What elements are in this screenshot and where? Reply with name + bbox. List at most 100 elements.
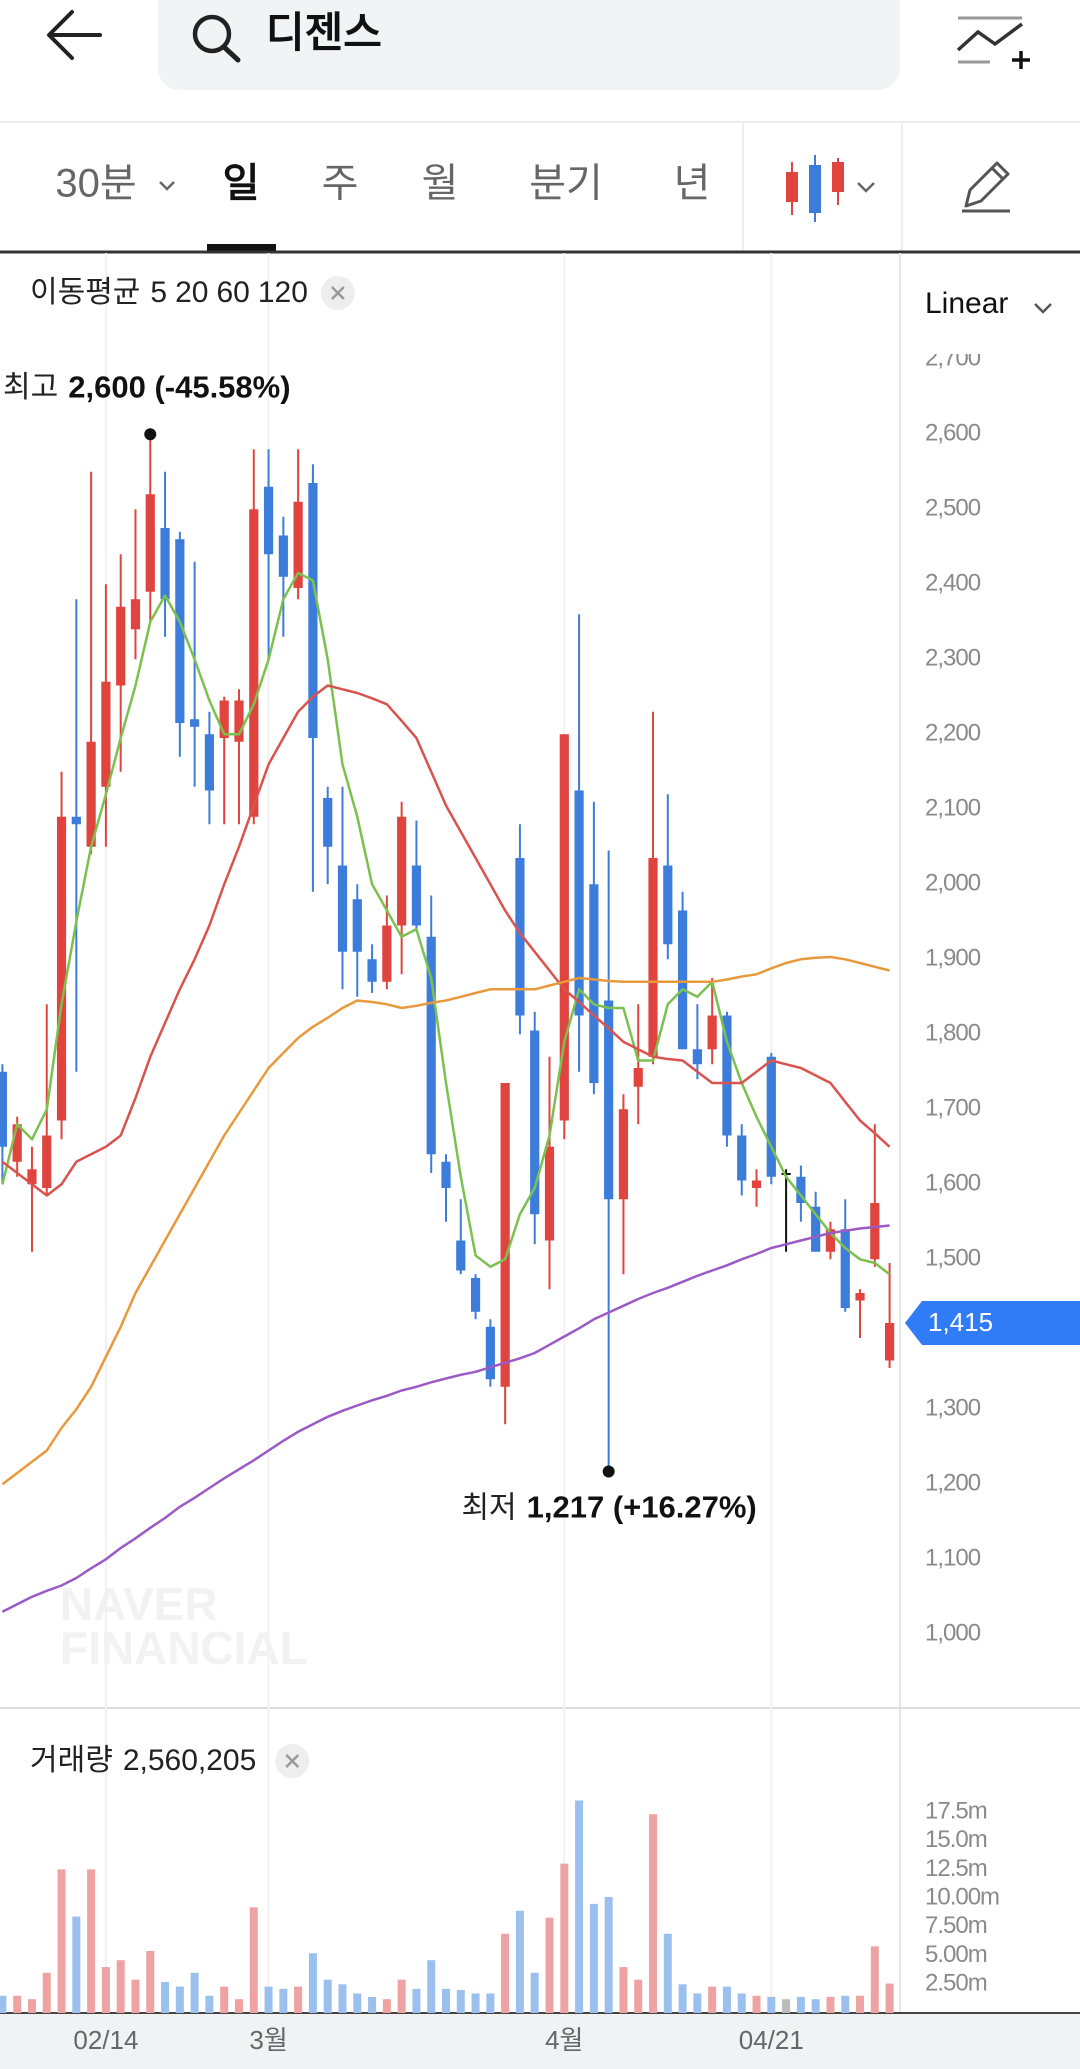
volume-bar bbox=[649, 1814, 658, 2013]
legend-value: 2,560,205 bbox=[123, 1744, 256, 1777]
y-tick-label: 2,300 bbox=[925, 645, 981, 672]
volume-bar bbox=[545, 1917, 554, 2013]
header: 디젠스 bbox=[0, 0, 1080, 123]
tab[interactable]: 30분 bbox=[55, 162, 136, 206]
back-button[interactable] bbox=[47, 10, 102, 60]
candle-body bbox=[692, 1049, 702, 1065]
search-icon bbox=[192, 14, 232, 54]
legend-title: 거래량 bbox=[30, 1744, 113, 1777]
candle-body bbox=[544, 1146, 555, 1241]
annotation-label: 최저 bbox=[461, 1491, 516, 1524]
volume-bar bbox=[486, 1993, 495, 2013]
volume-bar bbox=[708, 1986, 717, 2013]
volume-bar bbox=[42, 1972, 51, 2013]
candle-body bbox=[456, 1240, 466, 1271]
volume-bar bbox=[205, 1995, 214, 2013]
volume-bar bbox=[338, 1984, 347, 2013]
volume-bar bbox=[220, 1986, 229, 2013]
extreme-marker bbox=[144, 428, 157, 441]
overlay: 이동평균 5 20 60 120 최고 2,600 (-45.58%) 최저 1,217 (+1… bbox=[3, 276, 1080, 1778]
volume-bar bbox=[471, 1993, 480, 2013]
candle-body bbox=[86, 741, 96, 847]
volume-bar bbox=[767, 1996, 776, 2013]
y-tick-label: 1,900 bbox=[925, 945, 981, 972]
volume-bar bbox=[589, 1903, 598, 2013]
candle-body bbox=[101, 681, 111, 787]
close-icon bbox=[285, 1754, 300, 1768]
candle-body bbox=[130, 599, 141, 630]
y-tick-label: 2,600 bbox=[925, 420, 981, 447]
volume-bar bbox=[841, 1995, 850, 2013]
volume-bar bbox=[826, 1996, 835, 2013]
tab[interactable]: 분기 bbox=[529, 162, 603, 206]
volume-bar bbox=[190, 1972, 199, 2013]
candle-body bbox=[426, 936, 436, 1155]
volume-bar bbox=[412, 1988, 421, 2013]
candle-body bbox=[707, 1015, 717, 1050]
volume-bar bbox=[501, 1933, 510, 2013]
active-tab-indicator bbox=[207, 244, 276, 252]
scale-selector[interactable]: Linear bbox=[925, 287, 1008, 320]
volume-bar bbox=[0, 1995, 7, 2013]
candle-body bbox=[56, 816, 67, 1121]
volume-bar bbox=[323, 1979, 332, 2013]
volume-bar bbox=[856, 1995, 865, 2013]
dropdown-icon bbox=[1034, 303, 1052, 314]
y-tick-label: 10.00m bbox=[925, 1883, 999, 1910]
candle-body bbox=[308, 483, 318, 738]
volume-bar bbox=[693, 1993, 702, 2013]
volume-bar bbox=[101, 1967, 110, 2013]
search-box[interactable] bbox=[158, 0, 900, 90]
dropdown-icon bbox=[159, 181, 175, 191]
tab[interactable]: 주 bbox=[322, 162, 359, 206]
tab[interactable]: 년 bbox=[674, 162, 711, 206]
volume-bar bbox=[619, 1967, 628, 2013]
legend-entry: 5 bbox=[150, 276, 167, 309]
candle-body bbox=[885, 1323, 895, 1361]
tab[interactable]: 월 bbox=[422, 162, 459, 206]
draw-button[interactable] bbox=[962, 161, 1010, 213]
tab[interactable]: 일 bbox=[223, 162, 260, 206]
candle-body bbox=[27, 1169, 37, 1185]
y-tick-label: 1,700 bbox=[925, 1095, 981, 1122]
volume-bar bbox=[663, 1933, 672, 2013]
y-tick-label: 1,500 bbox=[925, 1245, 981, 1272]
candle-body bbox=[0, 1071, 7, 1147]
volume-bar bbox=[604, 1896, 613, 2013]
x-tick-label: 04/21 bbox=[739, 2025, 804, 2055]
y-tick-label: 2.50m bbox=[925, 1970, 987, 1997]
candle-body bbox=[382, 925, 392, 982]
legend-entry: 20 bbox=[175, 276, 208, 309]
volume-bar bbox=[249, 1907, 258, 2013]
volume-bar bbox=[161, 1981, 170, 2013]
x-tick-label: 4월 bbox=[545, 2025, 583, 2055]
volume-bar bbox=[13, 1995, 22, 2013]
volume-bar bbox=[456, 1990, 465, 2013]
y-tick-label: 1,100 bbox=[925, 1545, 981, 1572]
volume-bar bbox=[27, 1999, 36, 2013]
price-axis: 1,0001,1001,2001,3001,4001,5001,6001,700… bbox=[925, 354, 982, 1647]
y-tick-label: 2,500 bbox=[925, 495, 981, 522]
volume-bar bbox=[397, 1979, 406, 2013]
candle-body bbox=[470, 1278, 481, 1312]
volume-bar bbox=[442, 1988, 450, 2013]
watermark: NAVER bbox=[60, 1578, 218, 1630]
candle-body bbox=[559, 734, 569, 1121]
volume-bar bbox=[870, 1946, 879, 2013]
plot-area bbox=[0, 253, 895, 2013]
extreme-marker bbox=[602, 1465, 615, 1478]
annotation-label: 최고 bbox=[3, 371, 58, 404]
period-tabs: 30분 일 주 월 분기 년 bbox=[0, 122, 1080, 254]
volume-bar bbox=[175, 1986, 184, 2013]
candle-body bbox=[234, 700, 244, 742]
volume-bar bbox=[560, 1863, 569, 2013]
volume-bar bbox=[811, 1999, 820, 2013]
volume-bar bbox=[146, 1950, 155, 2013]
candle-body bbox=[411, 865, 422, 926]
chart-type-button[interactable] bbox=[786, 155, 875, 222]
candle-body bbox=[663, 865, 673, 945]
compare-button[interactable] bbox=[956, 16, 1030, 69]
volume-bar bbox=[57, 1869, 66, 2013]
candle-body bbox=[618, 1109, 629, 1200]
